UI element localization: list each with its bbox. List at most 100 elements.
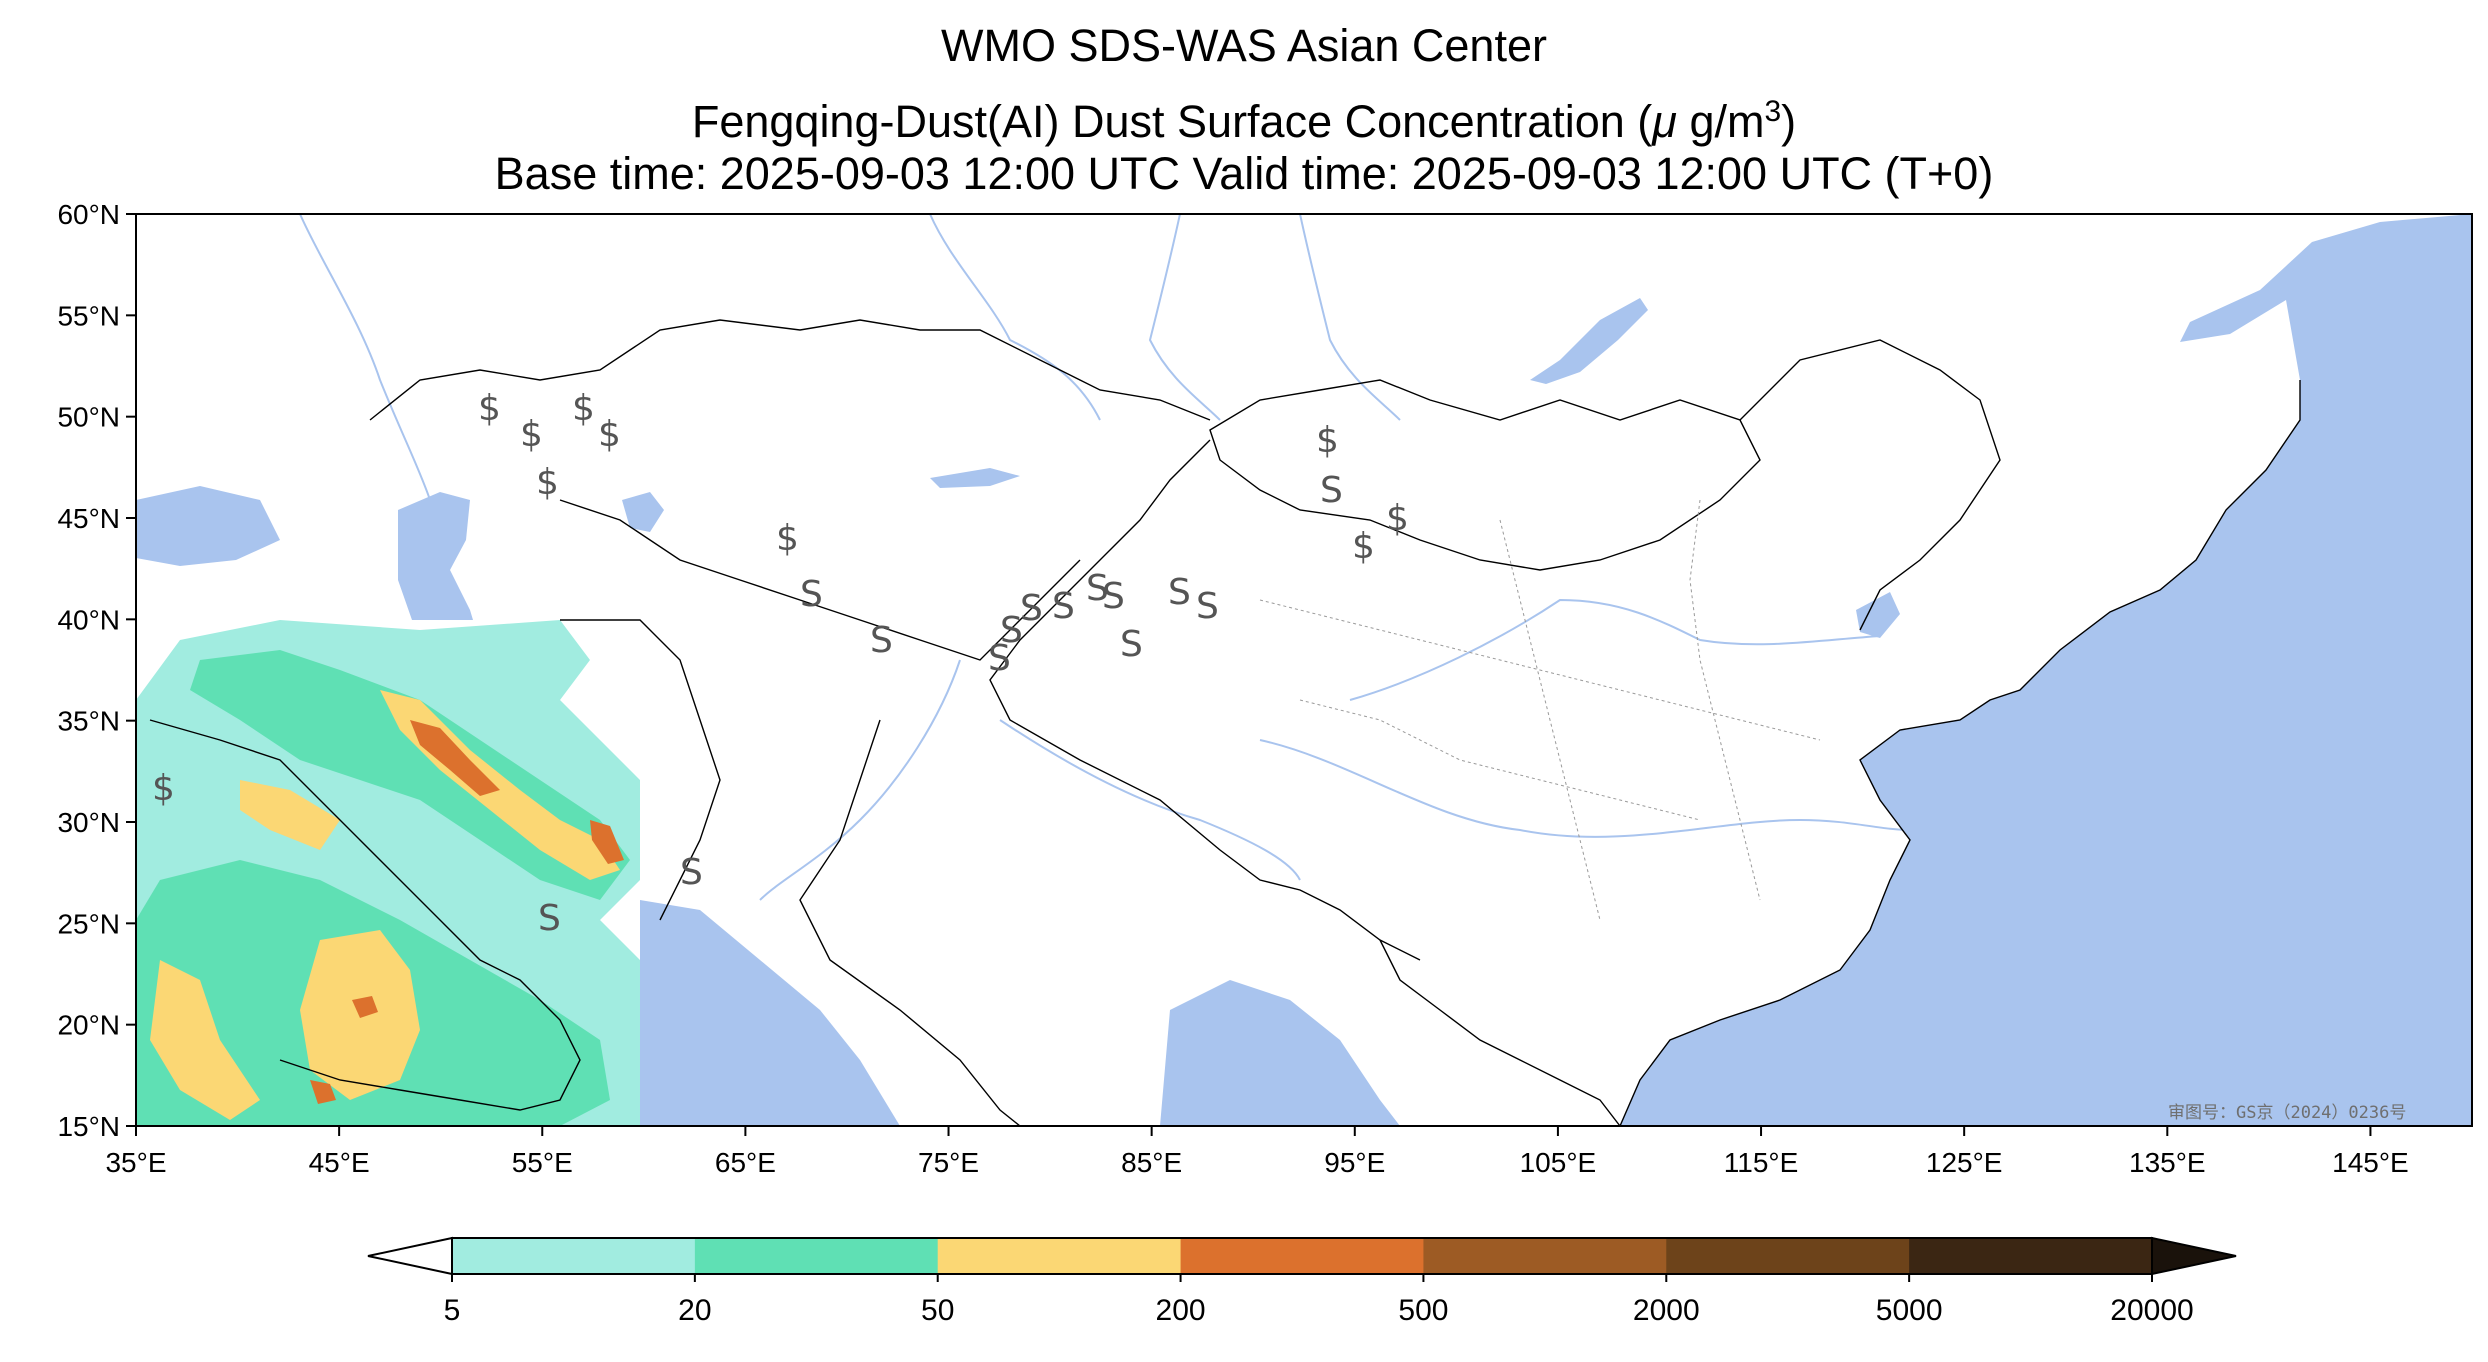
haze-symbol: $ bbox=[776, 518, 799, 559]
haze-symbol: $ bbox=[1386, 498, 1409, 539]
lat-tick-label: 50°N bbox=[57, 402, 120, 433]
lon-tick-label: 75°E bbox=[918, 1147, 979, 1178]
dust-symbol: S bbox=[1020, 588, 1043, 629]
dust-symbol: S bbox=[1120, 624, 1143, 665]
latitude-axis: 60°N 55°N 50°N 45°N 40°N 35°N 30°N 25°N 20°N 15°N bbox=[57, 199, 136, 1142]
colorbar-tick-label: 200 bbox=[1156, 1294, 1206, 1327]
ganges-river bbox=[999, 719, 1301, 881]
dust-level-50-area-iraq bbox=[240, 780, 340, 850]
province-border-3 bbox=[1499, 519, 1601, 921]
haze-symbol: $ bbox=[520, 414, 543, 455]
coastline-asia bbox=[1619, 380, 2301, 1126]
colorbar-segment bbox=[1180, 1238, 1424, 1274]
colorbar-tick-label: 500 bbox=[1398, 1294, 1448, 1327]
colorbar-under-extension bbox=[367, 1236, 453, 1276]
colorbar-tick-label: 50 bbox=[921, 1294, 954, 1327]
lon-tick-label: 45°E bbox=[309, 1147, 370, 1178]
colorbar-segment bbox=[1666, 1238, 1910, 1274]
dust-symbol: S bbox=[1196, 586, 1219, 627]
dust-level-200-area-southwest bbox=[310, 1080, 336, 1104]
province-border-2 bbox=[1299, 699, 1701, 821]
bay-of-bengal bbox=[1160, 980, 1400, 1126]
haze-symbol: $ bbox=[572, 388, 595, 429]
dust-symbol: S bbox=[988, 638, 1011, 679]
dust-symbol: S bbox=[538, 898, 561, 939]
dust-symbol: S bbox=[680, 852, 703, 893]
colorbar-segment bbox=[937, 1238, 1182, 1274]
plot-frame bbox=[135, 213, 2473, 1127]
lake-balkhash bbox=[930, 468, 1020, 488]
ob-river bbox=[1148, 214, 1221, 421]
lon-tick-label: 85°E bbox=[1121, 1147, 1182, 1178]
aral-sea bbox=[622, 492, 664, 532]
province-borders bbox=[1259, 499, 1821, 921]
lon-tick-label: 65°E bbox=[715, 1147, 776, 1178]
border-central-asia bbox=[559, 499, 1081, 661]
colorbar-segment bbox=[1423, 1238, 1667, 1274]
colorbar: 5 20 50 200 500 2000 5000 20000 bbox=[367, 1236, 2237, 1327]
haze-symbol: $ bbox=[1352, 526, 1375, 567]
dust-symbol: S bbox=[1000, 610, 1023, 651]
yellow-river bbox=[1349, 598, 1881, 701]
dust-level-200-area-east bbox=[590, 820, 624, 864]
colorbar-tick-label: 2000 bbox=[1633, 1294, 1700, 1327]
colorbar-tick-label: 5000 bbox=[1876, 1294, 1943, 1327]
dust-concentration-field bbox=[136, 620, 640, 1126]
indus-river bbox=[759, 659, 961, 901]
colorbar-over-extension bbox=[2151, 1236, 2237, 1276]
province-border-1 bbox=[1259, 599, 1821, 741]
longitude-axis: 35°E 45°E 55°E 65°E 75°E 85°E 95°E 105°E 115°E 12… bbox=[105, 1126, 2409, 1178]
border-southeast-asia bbox=[1379, 939, 1621, 1126]
lat-tick-label: 55°N bbox=[57, 300, 120, 331]
weather-symbols: $ $ $ $ $ $ $ $ $ $ S S S S S S S S S S … bbox=[152, 388, 1409, 939]
map-plot-area: $ $ $ $ $ $ $ $ $ $ S S S S S S S S S S … bbox=[136, 214, 2472, 1126]
dust-symbol: S bbox=[870, 620, 893, 661]
lat-tick-label: 45°N bbox=[57, 503, 120, 534]
lon-tick-label: 125°E bbox=[1926, 1147, 2003, 1178]
haze-symbol: $ bbox=[598, 414, 621, 455]
lon-tick-label: 35°E bbox=[105, 1147, 166, 1178]
colorbar-tick-label: 5 bbox=[444, 1294, 461, 1327]
lon-tick-label: 55°E bbox=[512, 1147, 573, 1178]
border-india bbox=[799, 719, 1021, 1126]
dust-symbol: S bbox=[1086, 568, 1109, 609]
irtysh-river bbox=[929, 214, 1101, 421]
lon-tick-label: 95°E bbox=[1324, 1147, 1385, 1178]
province-border-4 bbox=[1689, 499, 1761, 901]
colorbar-segment bbox=[1909, 1238, 2153, 1274]
haze-symbol: $ bbox=[152, 768, 175, 809]
lon-tick-label: 145°E bbox=[2332, 1147, 2409, 1178]
lat-tick-label: 20°N bbox=[57, 1010, 120, 1041]
border-russia-kazakhstan bbox=[369, 319, 1211, 421]
rivers bbox=[299, 214, 1911, 901]
border-iran-afghanistan bbox=[560, 619, 721, 921]
pacific-ocean bbox=[1620, 214, 2472, 1126]
country-borders bbox=[149, 319, 2301, 1126]
yangtze-river bbox=[1259, 739, 1911, 838]
haze-symbol: $ bbox=[1316, 420, 1339, 461]
yenisei-river bbox=[1299, 214, 1401, 421]
border-arabia bbox=[149, 719, 581, 1111]
map-title: WMO SDS-WAS Asian Center bbox=[941, 20, 1547, 71]
dust-level-50-area-west bbox=[150, 960, 260, 1120]
border-china-west bbox=[989, 439, 1421, 961]
lat-tick-label: 60°N bbox=[57, 199, 120, 230]
lat-tick-label: 30°N bbox=[57, 807, 120, 838]
dust-level-200-area-iran bbox=[410, 720, 500, 796]
black-sea bbox=[136, 486, 280, 566]
dust-level-200-area-arabia bbox=[352, 996, 378, 1018]
colorbar-frame bbox=[451, 1237, 2153, 1275]
lake-baikal bbox=[1530, 298, 1648, 384]
lon-tick-label: 115°E bbox=[1724, 1147, 1799, 1178]
dust-level-20-area-north bbox=[190, 650, 630, 900]
map-time-line: Base time: 2025-09-03 12:00 UTC Valid ti… bbox=[494, 148, 1994, 199]
colorbar-tick-label: 20 bbox=[678, 1294, 711, 1327]
colorbar-segment bbox=[694, 1238, 939, 1274]
dust-symbol: S bbox=[1168, 572, 1191, 613]
lat-tick-label: 40°N bbox=[57, 604, 120, 635]
colorbar-segment bbox=[452, 1238, 696, 1274]
dust-symbol: S bbox=[1052, 586, 1075, 627]
volga-river bbox=[299, 214, 431, 501]
lat-tick-label: 35°N bbox=[57, 706, 120, 737]
